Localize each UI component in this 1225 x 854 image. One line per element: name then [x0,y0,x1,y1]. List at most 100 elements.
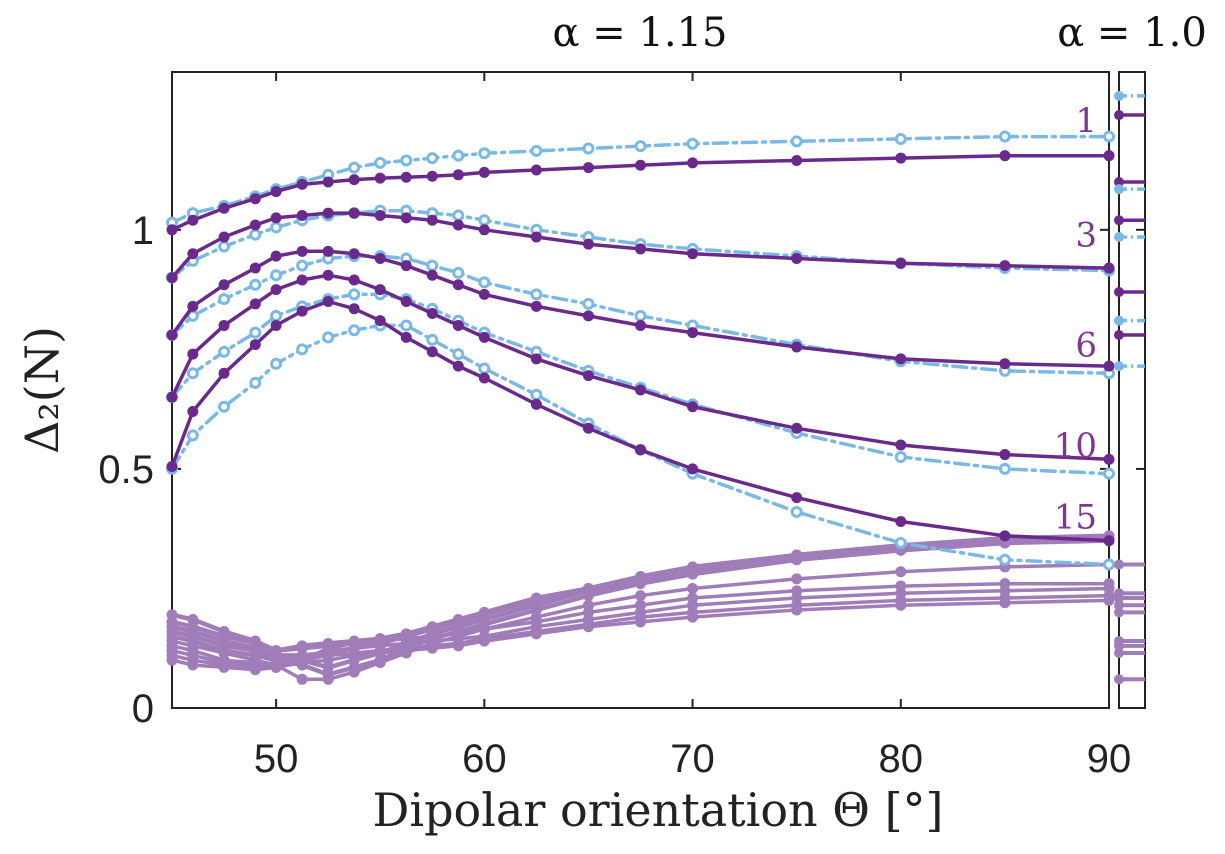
data-point [348,248,360,260]
x-tick-label: 70 [670,737,715,781]
data-point [249,298,261,310]
data-point [186,367,199,380]
data-point [270,269,283,282]
data-point [687,157,699,169]
series-group [166,296,1115,547]
data-point [530,231,542,243]
data-point [452,279,464,291]
data-point [426,269,438,281]
data-point [895,516,907,528]
data-point [249,193,261,205]
side-level-point [1114,286,1124,297]
series-group [166,130,1115,229]
x-tick-label: 50 [254,737,299,781]
data-point [270,357,283,370]
data-point [1103,535,1115,547]
side-level-point [1114,315,1124,326]
data-point [999,150,1011,162]
data-point [322,673,334,685]
data-point [270,319,282,331]
y-tick-label: 0.5 [98,448,154,492]
data-point [582,297,595,310]
data-point [296,343,309,356]
side-level-point [1114,607,1124,618]
data-point [635,578,646,590]
data-point [187,214,199,226]
data-point [400,212,412,224]
y-tick-label: 0 [132,687,154,731]
data-point [270,186,282,198]
data-point [478,288,490,300]
y-axis-label: Δ₂(N) [15,326,69,454]
data-point [374,315,386,327]
x-tick-label: 90 [1087,737,1132,781]
data-point [374,647,386,659]
data-point [270,309,283,322]
data-point [791,573,803,585]
data-point [895,353,907,365]
data-point [687,327,699,339]
data-point [426,333,439,346]
side-level-point [1114,90,1124,101]
data-point [894,450,907,463]
data-point [1103,467,1115,480]
data-point [374,172,386,184]
data-point [187,248,199,260]
data-point [478,372,490,384]
data-point [400,331,412,343]
data-point [452,266,465,279]
data-point [400,171,412,183]
x-tick-label: 80 [879,737,924,781]
data-point [218,661,230,673]
data-point [400,296,412,308]
data-point [478,276,491,289]
data-point [426,642,438,654]
data-point [348,174,360,186]
side-level-point [1114,600,1124,611]
data-point [249,219,261,231]
data-point [478,362,491,375]
side-level-point [1114,640,1124,651]
series-line [170,299,1111,543]
data-point [322,176,334,188]
data-point [296,657,308,669]
y-tick-label: 1 [132,209,154,253]
data-point [1103,360,1115,372]
side-level-point [1114,674,1124,685]
data-point [634,309,647,322]
series-group [166,245,1115,372]
data-point [895,599,907,611]
data-point [895,152,907,164]
data-point [270,284,282,296]
data-point [426,259,439,272]
data-point [270,661,282,673]
data-point [296,274,308,286]
data-point [452,640,464,652]
series-group [166,269,1115,465]
data-point [687,568,699,580]
data-point [166,329,178,341]
data-point [400,154,413,167]
data-point [374,209,386,221]
data-point [426,307,438,319]
data-point [1103,150,1115,162]
data-point [426,152,439,165]
data-point [296,178,308,190]
data-point [296,305,308,317]
data-point [322,654,334,666]
data-point [478,214,491,227]
data-point [218,345,231,358]
side-level-point [1114,361,1124,372]
series-n-label: 6 [1075,326,1097,366]
data-point [166,391,178,403]
data-point [895,566,907,578]
side-level-point [1114,559,1124,570]
side-level-point [1114,184,1124,195]
data-point [530,628,542,640]
data-point [582,162,594,174]
data-point [166,272,178,284]
data-point [790,505,803,518]
side-level-point [1114,176,1124,187]
data-point [166,654,178,666]
series-n-label: 1 [1075,101,1097,141]
